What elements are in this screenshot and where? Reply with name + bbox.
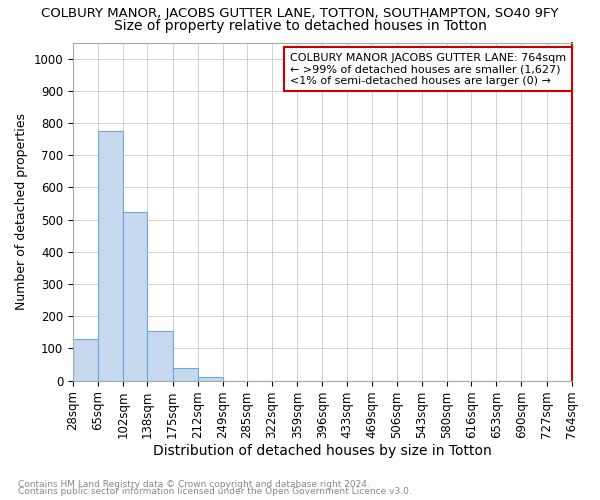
Bar bbox=[173, 368, 197, 380]
Text: COLBURY MANOR JACOBS GUTTER LANE: 764sqm
← >99% of detached houses are smaller (: COLBURY MANOR JACOBS GUTTER LANE: 764sqm… bbox=[290, 52, 566, 86]
Y-axis label: Number of detached properties: Number of detached properties bbox=[15, 113, 28, 310]
Bar bbox=[123, 212, 148, 380]
Bar bbox=[73, 338, 98, 380]
Text: COLBURY MANOR, JACOBS GUTTER LANE, TOTTON, SOUTHAMPTON, SO40 9FY: COLBURY MANOR, JACOBS GUTTER LANE, TOTTO… bbox=[41, 8, 559, 20]
Text: Size of property relative to detached houses in Totton: Size of property relative to detached ho… bbox=[113, 19, 487, 33]
Bar bbox=[98, 131, 123, 380]
Bar bbox=[148, 330, 173, 380]
Text: Contains public sector information licensed under the Open Government Licence v3: Contains public sector information licen… bbox=[18, 487, 412, 496]
Text: Contains HM Land Registry data © Crown copyright and database right 2024.: Contains HM Land Registry data © Crown c… bbox=[18, 480, 370, 489]
Bar bbox=[197, 378, 223, 380]
X-axis label: Distribution of detached houses by size in Totton: Distribution of detached houses by size … bbox=[153, 444, 491, 458]
